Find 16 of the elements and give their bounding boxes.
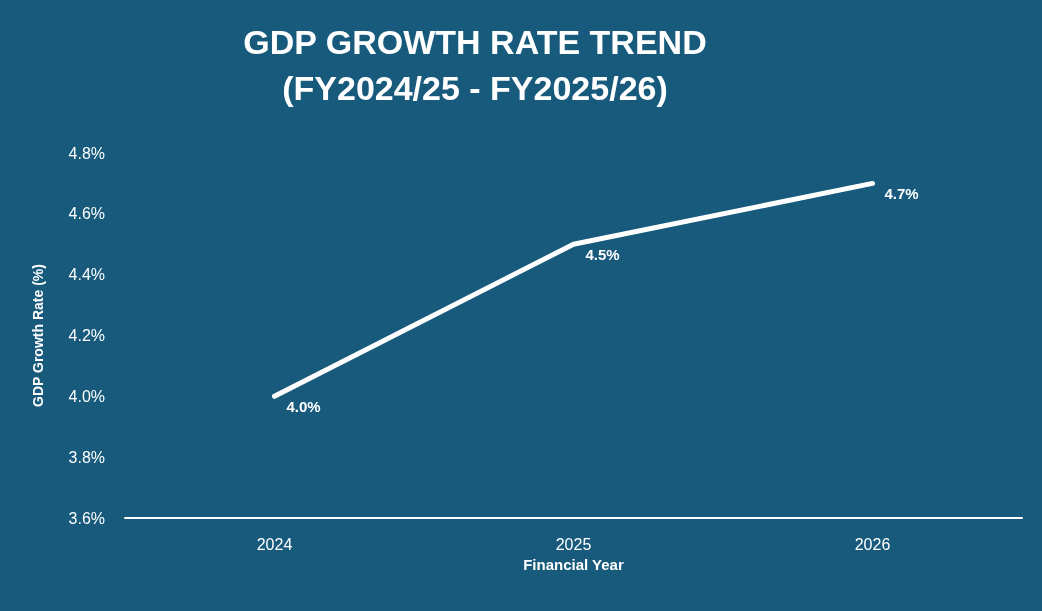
chart-title: GDP GROWTH RATE TREND (FY2024/25 - FY2025/26) [243, 23, 707, 107]
y-axis-title: GDP Growth Rate (%) [30, 264, 46, 407]
y-tick-label: 4.4% [68, 266, 105, 284]
y-tick-label: 3.8% [68, 448, 105, 466]
x-tick-label: 2026 [854, 535, 891, 553]
y-tick-label: 4.2% [68, 327, 105, 344]
y-tick-label: 4.0% [68, 387, 105, 405]
y-tick-label: 3.6% [68, 509, 105, 527]
x-tick-label: 2025 [555, 535, 592, 553]
y-tick-label: 4.8% [68, 144, 105, 162]
data-label: 4.5% [585, 245, 620, 263]
data-label: 4.7% [884, 184, 919, 202]
x-tick-label: 2024 [256, 535, 293, 553]
y-tick-label: 4.6% [68, 205, 105, 223]
data-label: 4.0% [286, 397, 321, 415]
x-axis-title: Financial Year [523, 555, 624, 573]
